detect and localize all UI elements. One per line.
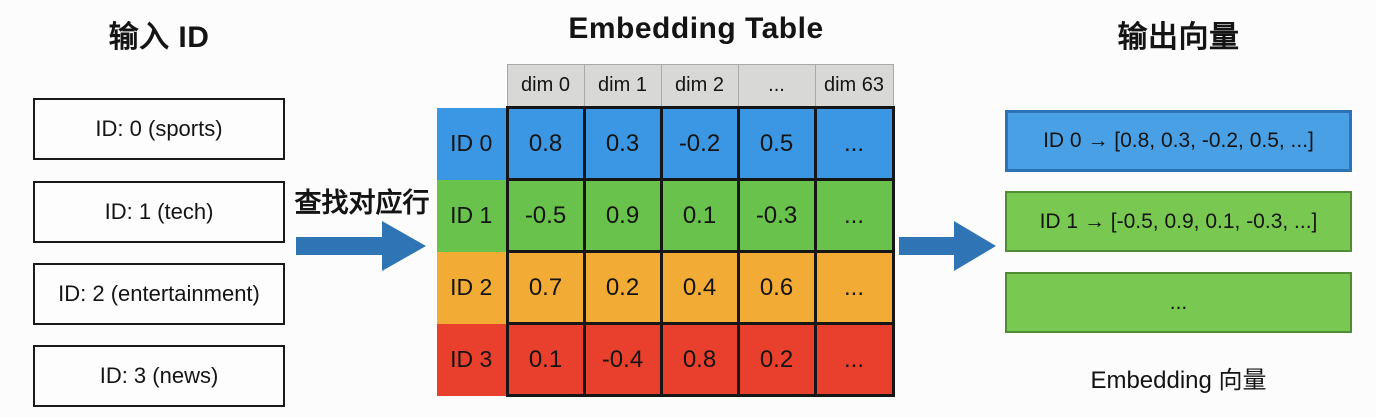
- table-row: ID 2 0.7 0.2 0.4 0.6 ...: [437, 250, 895, 325]
- right-arrow-icon: [899, 221, 996, 271]
- input-id-box-3: ID: 3 (news): [33, 345, 285, 407]
- value-cell: -0.2: [659, 106, 740, 181]
- table-row: ID 0 0.8 0.3 -0.2 0.5 ...: [437, 106, 895, 181]
- value-cell: 0.5: [736, 106, 817, 181]
- table-row: ID 3 0.1 -0.4 0.8 0.2 ...: [437, 322, 895, 397]
- row-id-cell: ID 1: [437, 179, 507, 252]
- value-cell: 0.1: [505, 322, 586, 397]
- embedding-vector-caption: Embedding 向量: [1090, 367, 1267, 394]
- value-cell: -0.5: [505, 178, 586, 253]
- input-id-box-2: ID: 2 (entertainment): [33, 263, 285, 325]
- right-arrow-icon: [296, 221, 426, 271]
- input-id-box-0: ID: 0 (sports): [33, 98, 285, 160]
- value-cell: 0.3: [582, 106, 663, 181]
- output-vector-text: ID 1 → [-0.5, 0.9, 0.1, -0.3, ...]: [1039, 209, 1318, 233]
- row-id-cell: ID 2: [437, 251, 507, 324]
- value-cell: 0.1: [659, 178, 740, 253]
- column-header: dim 1: [583, 64, 662, 108]
- value-cell: ...: [813, 178, 895, 253]
- input-id-label: ID: 1 (tech): [104, 199, 214, 224]
- input-id-box-1: ID: 1 (tech): [33, 181, 285, 243]
- input-id-label: ID: 0 (sports): [95, 116, 223, 141]
- output-vector-text: ...: [1169, 290, 1188, 314]
- value-cell: -0.4: [582, 322, 663, 397]
- column-header: dim 2: [660, 64, 739, 108]
- output-vectors-title: 输出向量: [1117, 21, 1240, 54]
- value-cell: 0.2: [582, 250, 663, 325]
- embedding-table-title: Embedding Table: [568, 12, 824, 45]
- input-ids-title: 输入 ID: [108, 21, 210, 54]
- input-id-label: ID: 3 (news): [99, 363, 219, 388]
- column-header: ...: [737, 64, 816, 108]
- lookup-row-label: 查找对应行: [294, 188, 430, 218]
- value-cell: 0.8: [659, 322, 740, 397]
- output-vector-box-0: ID 0 → [0.8, 0.3, -0.2, 0.5, ...]: [1005, 110, 1352, 172]
- column-header: dim 63: [814, 64, 894, 108]
- output-vector-text: ID 0 → [0.8, 0.3, -0.2, 0.5, ...]: [1043, 129, 1314, 152]
- value-cell: ...: [813, 250, 895, 325]
- column-header: dim 0: [506, 64, 585, 108]
- embedding-table: dim 0 dim 1 dim 2 ... dim 63 ID 0 0.8 0.…: [437, 64, 895, 397]
- row-id-cell: ID 3: [437, 323, 507, 396]
- value-cell: 0.9: [582, 178, 663, 253]
- row-id-cell: ID 0: [437, 107, 507, 180]
- value-cell: ...: [813, 322, 895, 397]
- output-vector-box-1: ID 1 → [-0.5, 0.9, 0.1, -0.3, ...]: [1005, 191, 1352, 252]
- input-id-label: ID: 2 (entertainment): [58, 281, 260, 306]
- table-corner-cell: [437, 65, 507, 108]
- value-cell: 0.2: [736, 322, 817, 397]
- value-cell: 0.7: [505, 250, 586, 325]
- value-cell: 0.6: [736, 250, 817, 325]
- table-row: ID 1 -0.5 0.9 0.1 -0.3 ...: [437, 178, 895, 253]
- value-cell: 0.4: [659, 250, 740, 325]
- table-header-row: dim 0 dim 1 dim 2 ... dim 63: [437, 64, 894, 108]
- value-cell: -0.3: [736, 178, 817, 253]
- value-cell: 0.8: [505, 106, 586, 181]
- value-cell: ...: [813, 106, 895, 181]
- output-vector-box-2: ...: [1005, 272, 1352, 333]
